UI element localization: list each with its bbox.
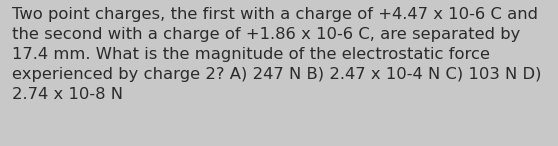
Text: Two point charges, the first with a charge of +4.47 x 10-6 C and
the second with: Two point charges, the first with a char…: [12, 7, 542, 102]
